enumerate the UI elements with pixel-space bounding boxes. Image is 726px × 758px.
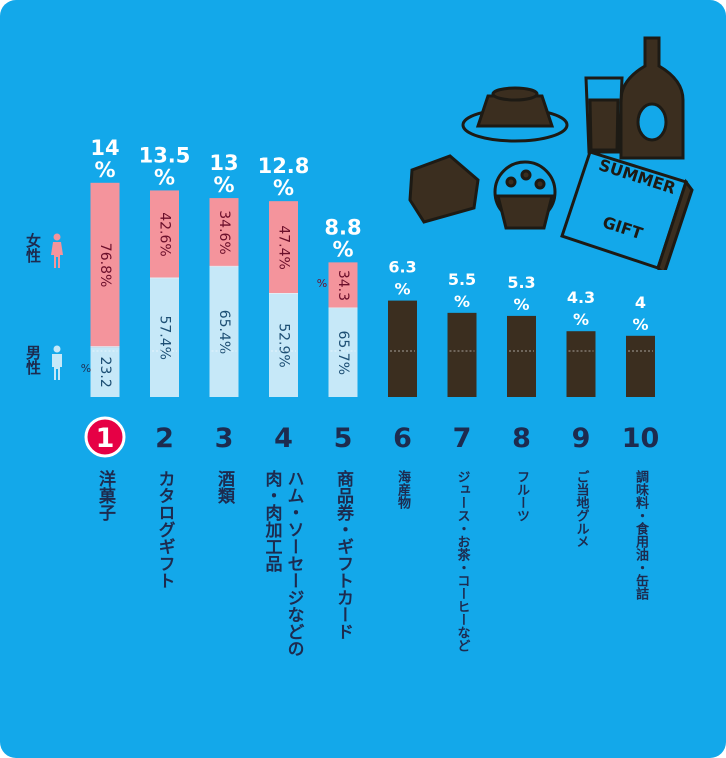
female-pct-label-5: 34.3 (335, 270, 351, 301)
rank-label-7: 7 (453, 423, 472, 454)
value-label-6: 6.3 (388, 258, 416, 277)
value-unit-8: % (513, 295, 529, 314)
value-unit-6: % (394, 280, 410, 299)
category-label-5: 商品券・ギフトカード (333, 469, 355, 640)
bar-9 (566, 331, 596, 397)
female-pct-label-2: 42.6% (157, 212, 173, 256)
category-label-6: 海産物 (395, 469, 411, 510)
bar-male-3 (209, 266, 239, 397)
value-unit-2: % (154, 165, 175, 189)
bar-8 (507, 315, 536, 397)
rank-circle-1 (84, 416, 126, 458)
value-label-2: 13.5 (139, 143, 191, 167)
value-unit-3: % (213, 173, 234, 197)
category-label-4-2: 肉・肉加工品 (262, 469, 284, 573)
category-label-9: ご当地グルメ (574, 469, 590, 548)
category-label-4-1: ハム・ソーセージなどの (284, 470, 305, 657)
rank-label-5: 5 (334, 423, 353, 454)
male-pct-label-4: 52.9% (276, 323, 292, 367)
value-label-7: 5.5 (448, 270, 476, 289)
category-label-8: フルーツ (514, 470, 530, 522)
sweet-box-icon (408, 154, 480, 224)
bar-10 (626, 335, 655, 397)
value-unit-7: % (454, 292, 470, 311)
value-unit-9: % (573, 310, 589, 329)
rank-label-2: 2 (155, 423, 174, 454)
category-label-3: 酒類 (214, 469, 236, 505)
rank-label-8: 8 (512, 423, 531, 454)
legend-male: 男性 (24, 345, 62, 380)
bar-male-4 (269, 293, 298, 397)
female-icon (51, 233, 63, 268)
value-label-9: 4.3 (567, 288, 595, 307)
value-label-8: 5.3 (507, 273, 535, 292)
small-pct-mark-1: % (81, 362, 91, 375)
bar-male-1 (90, 347, 120, 397)
female-pct-label-1: 76.8% (97, 243, 113, 287)
bar-female-1 (90, 182, 120, 348)
bar-male-5 (328, 308, 358, 397)
value-unit-4: % (273, 176, 294, 200)
rank-label-1: 1 (96, 423, 115, 454)
value-label-10: 4 (635, 293, 646, 312)
legend-female: 女性 (24, 233, 63, 268)
small-pct-mark-5: % (317, 277, 327, 290)
male-pct-label-3: 65.4% (216, 310, 232, 354)
legend-female-label: 女性 (24, 233, 42, 263)
value-label-3: 13 (209, 151, 238, 175)
female-pct-label-4: 47.4% (276, 225, 292, 269)
bar-6 (388, 300, 417, 397)
rank-label-10: 10 (622, 423, 660, 454)
summer-gift-illustration: SUMMER GIFT (408, 36, 694, 270)
value-label-5: 8.8 (324, 215, 361, 239)
cupcake-icon (493, 160, 557, 230)
rank-label-3: 3 (215, 423, 234, 454)
male-pct-label-2: 57.4% (157, 315, 173, 359)
legend-male-label: 男性 (24, 345, 42, 375)
male-pct-label-1: 23.2 (97, 357, 113, 388)
value-unit-1: % (94, 158, 115, 182)
rank-label-4: 4 (274, 423, 293, 454)
bar-male-2 (150, 278, 179, 397)
bar-female-4 (269, 201, 298, 294)
value-label-4: 12.8 (258, 154, 310, 178)
female-pct-label-3: 34.6% (216, 210, 232, 254)
value-unit-5: % (332, 237, 353, 261)
category-label-10: 調味料・食用油・缶詰 (633, 469, 650, 601)
value-unit-10: % (632, 315, 648, 334)
gift-catalog-icon: SUMMER GIFT (560, 150, 694, 270)
bar-female-3 (209, 198, 239, 267)
category-label-7: ジュース・お茶・コーヒーなど (455, 470, 471, 652)
rank-label-9: 9 (572, 423, 591, 454)
value-label-1: 14 (90, 136, 119, 160)
beer-glass-icon (584, 76, 624, 154)
pudding-icon (461, 86, 569, 143)
bar-7 (447, 312, 477, 397)
rank-label-6: 6 (393, 423, 412, 454)
category-label-1: 洋菓子 (95, 469, 117, 522)
bottle-icon (619, 36, 685, 160)
male-pct-label-5: 65.7% (335, 331, 351, 375)
bar-female-2 (150, 190, 179, 279)
bar-female-5 (328, 262, 358, 309)
category-label-2: カタログギフト (155, 470, 176, 589)
male-icon (52, 345, 62, 380)
